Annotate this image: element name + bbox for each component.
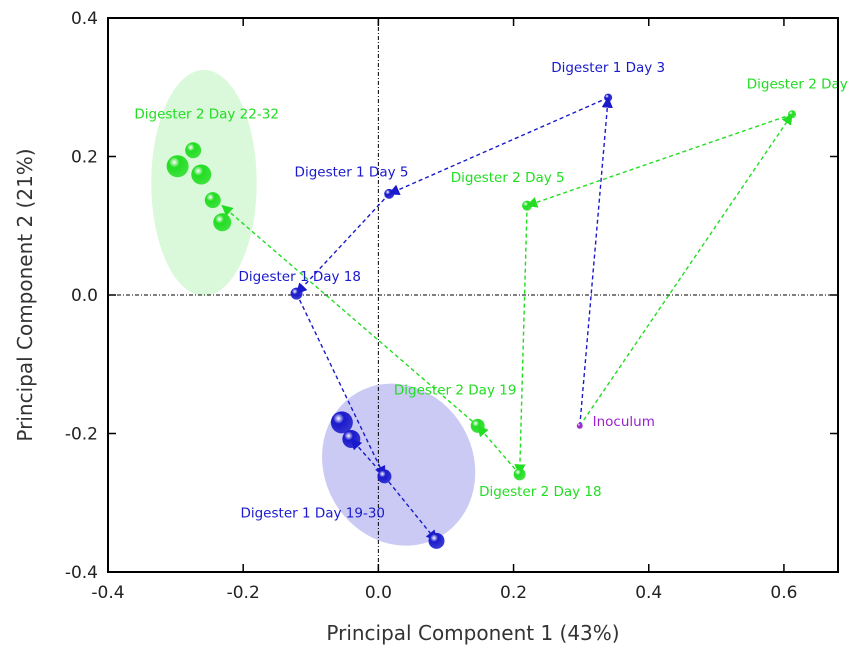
data-point-d1	[290, 287, 303, 300]
data-point-d2	[191, 164, 212, 185]
trajectory-arrow-d1	[295, 293, 386, 478]
data-points	[166, 93, 797, 549]
x-tick-label: 0.6	[770, 583, 797, 603]
x-tick-label: 0.2	[500, 583, 527, 603]
point-label: Digester 2 Day 18	[479, 484, 602, 500]
data-point-d1	[428, 532, 445, 549]
x-tick-label: 0.0	[365, 583, 392, 603]
data-point-d2	[213, 213, 232, 232]
trajectory-arrow-d2	[476, 425, 521, 475]
point-label: Digester 2 Day 19	[394, 383, 517, 399]
point-label: Digester 2 Day 5	[451, 170, 565, 186]
data-point-d2	[470, 418, 485, 433]
data-point-d1	[384, 188, 395, 199]
data-point-d1	[330, 411, 353, 434]
trajectory-arrow-d2	[579, 113, 793, 427]
data-point-d1	[342, 430, 361, 449]
point-label: Digester 1 Day 5	[295, 165, 409, 181]
x-axis-title: Principal Component 1 (43%)	[326, 621, 619, 645]
axis-ticks: -0.4 -0.2 0.0 0.2 0.4 0.6 -0.4 -0.2 0.0 0.2 0.4	[65, 9, 838, 603]
data-point-d1	[604, 93, 613, 102]
data-point-d2	[166, 155, 189, 178]
point-labels: Digester 1 Day 3 Digester 2 Day 3 Digester…	[134, 60, 851, 521]
data-point-d2	[185, 142, 202, 159]
data-point-d2	[788, 110, 797, 119]
point-label: Digester 1 Day 3	[551, 60, 665, 76]
point-label: Digester 2 Day 3	[747, 77, 851, 93]
trajectory-arrows	[221, 96, 793, 542]
y-tick-label: -0.2	[65, 425, 98, 445]
x-tick-label: 0.4	[635, 583, 662, 603]
data-point-d2	[513, 468, 526, 481]
x-tick-label: -0.4	[91, 583, 124, 603]
point-label: Inoculum	[593, 414, 655, 430]
y-axis-title: Principal Component 2 (21%)	[13, 148, 37, 441]
x-tick-label: -0.2	[227, 583, 260, 603]
trajectory-arrow-d2	[221, 204, 479, 427]
trajectory-arrow-d2	[526, 113, 793, 208]
y-tick-label: 0.4	[71, 9, 98, 29]
data-point-d1	[377, 469, 392, 484]
y-tick-label: 0.2	[71, 148, 98, 168]
trajectory-arrow-d1	[350, 438, 385, 477]
point-label: Digester 2 Day 22-32	[134, 106, 279, 122]
cluster-ellipse-d1	[322, 383, 476, 546]
data-point-d2	[522, 200, 533, 211]
trajectory-arrow-d2	[514, 205, 528, 476]
trajectory-arrow-d1	[579, 96, 613, 426]
y-tick-label: -0.4	[65, 563, 98, 583]
data-point-inoc	[576, 422, 583, 429]
y-tick-label: 0.0	[71, 286, 98, 306]
data-point-d2	[204, 192, 221, 209]
cluster-ellipses	[151, 69, 476, 546]
point-label: Digester 1 Day 18	[238, 269, 361, 285]
trajectory-arrow-d1	[388, 96, 609, 195]
point-label: Digester 1 Day 19-30	[240, 505, 385, 521]
trajectory-arrow-d1	[295, 193, 390, 295]
